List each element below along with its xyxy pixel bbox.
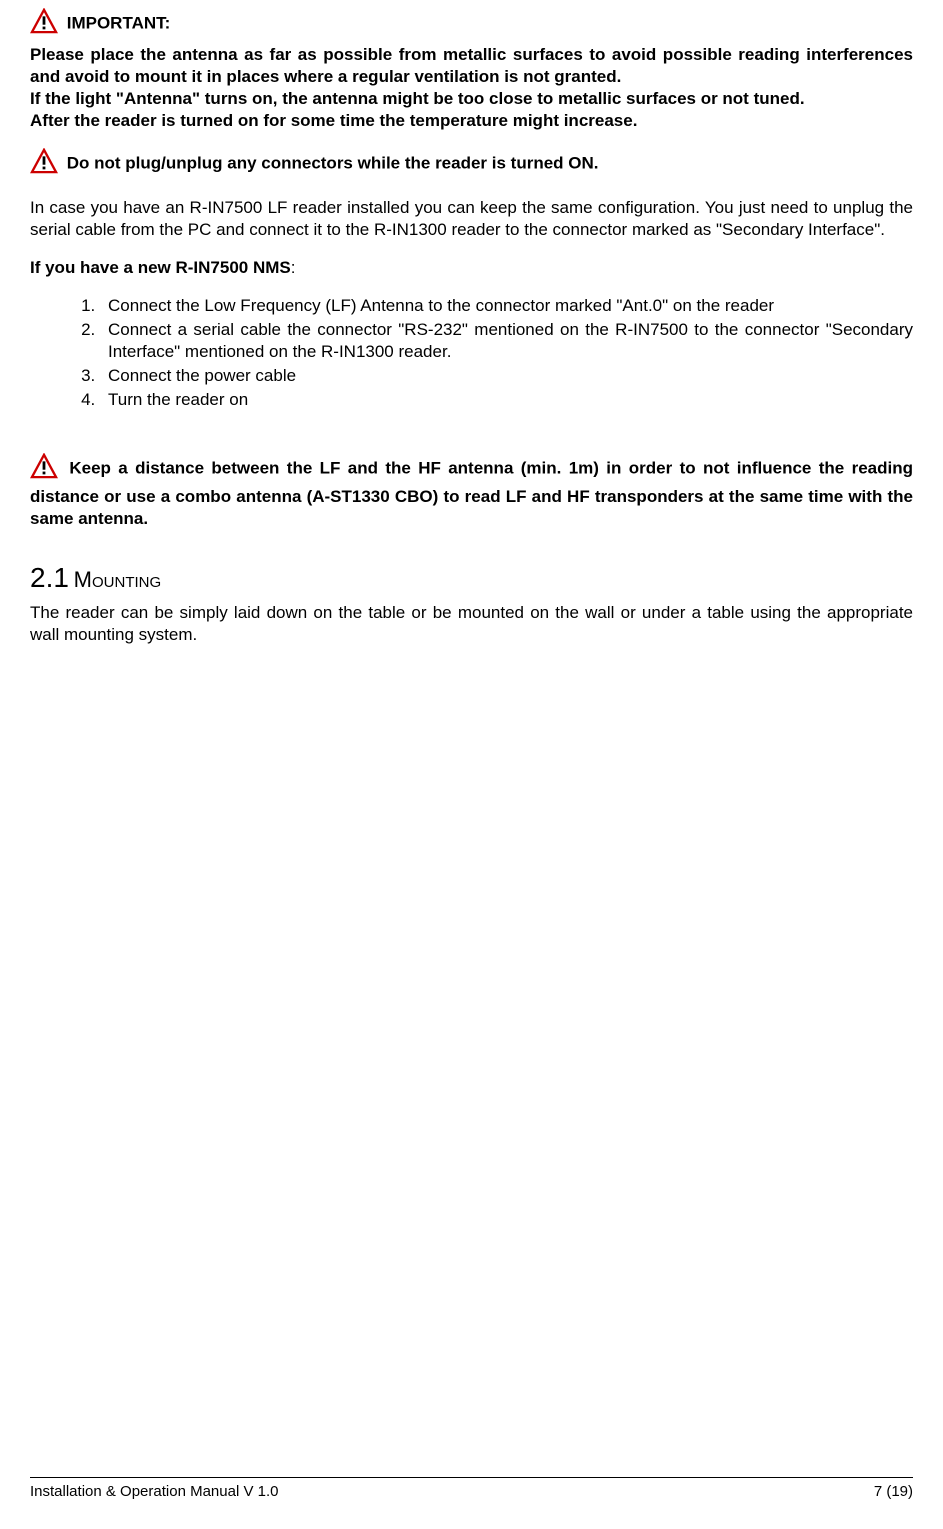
list-item: Connect the Low Frequency (LF) Antenna t… [100, 295, 913, 317]
steps-list: Connect the Low Frequency (LF) Antenna t… [30, 295, 913, 411]
warning-icon [30, 8, 58, 40]
important-text-1: Please place the antenna as far as possi… [30, 44, 913, 88]
warning-icon [30, 148, 58, 180]
existing-reader-text: In case you have an R-IN7500 LF reader i… [30, 197, 913, 241]
section-heading: 2.1 Mounting [30, 560, 913, 596]
no-plug-warning: Do not plug/unplug any connectors while … [67, 154, 599, 173]
section-title: Mounting [74, 567, 162, 592]
footer-right: 7 (19) [874, 1482, 913, 1502]
colon: : [291, 258, 296, 277]
important-label: IMPORTANT: [67, 14, 171, 33]
page-footer: Installation & Operation Manual V 1.0 7 … [30, 1477, 913, 1502]
distance-warning: Keep a distance between the LF and the H… [30, 459, 913, 528]
mounting-text: The reader can be simply laid down on th… [30, 602, 913, 646]
warning-icon [30, 453, 58, 485]
list-item: Turn the reader on [100, 389, 913, 411]
important-text-2: If the light "Antenna" turns on, the ant… [30, 88, 913, 110]
section-number: 2.1 [30, 562, 69, 593]
important-text-3: After the reader is turned on for some t… [30, 110, 913, 132]
list-item: Connect a serial cable the connector "RS… [100, 319, 913, 363]
footer-left: Installation & Operation Manual V 1.0 [30, 1482, 278, 1502]
list-item: Connect the power cable [100, 365, 913, 387]
new-nms-label: If you have a new R-IN7500 NMS [30, 258, 291, 277]
